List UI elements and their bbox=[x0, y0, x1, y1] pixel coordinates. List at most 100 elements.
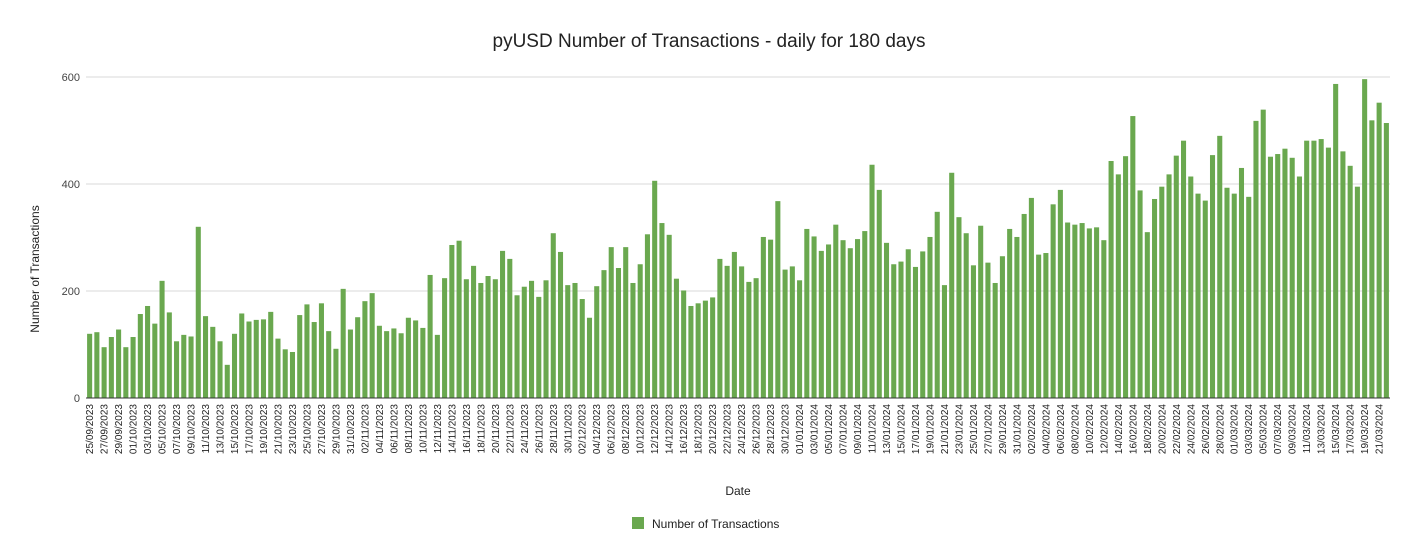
bar bbox=[1253, 120, 1259, 399]
x-tick-label: 27/10/2023 bbox=[317, 404, 328, 454]
x-tick-label: 08/02/2024 bbox=[1070, 404, 1081, 454]
bar bbox=[775, 201, 781, 398]
x-tick-label: 16/12/2023 bbox=[679, 404, 690, 454]
bar bbox=[1347, 165, 1353, 398]
bar bbox=[1354, 186, 1360, 398]
bar bbox=[601, 270, 607, 398]
bars bbox=[87, 79, 1389, 399]
x-tick-label: 29/01/2024 bbox=[998, 404, 1009, 454]
legend-label: Number of Transactions bbox=[652, 517, 779, 531]
bar bbox=[137, 314, 143, 398]
bar bbox=[123, 347, 129, 398]
bar bbox=[789, 266, 795, 398]
bar bbox=[355, 317, 361, 398]
bar bbox=[217, 341, 223, 398]
bar bbox=[876, 189, 882, 398]
x-tick-label: 05/03/2024 bbox=[1259, 404, 1270, 454]
bar bbox=[347, 329, 353, 398]
bar bbox=[478, 282, 484, 398]
bar bbox=[637, 264, 643, 398]
x-tick-label: 21/03/2024 bbox=[1375, 404, 1386, 454]
bar bbox=[804, 228, 810, 398]
bar bbox=[94, 332, 100, 398]
bar bbox=[833, 224, 839, 398]
x-tick-label: 30/12/2023 bbox=[781, 404, 792, 454]
bar bbox=[883, 242, 890, 398]
x-tick-label: 03/03/2024 bbox=[1244, 404, 1255, 454]
x-tick-label: 19/10/2023 bbox=[259, 404, 270, 454]
bar bbox=[855, 239, 861, 398]
bar bbox=[1086, 228, 1092, 398]
bar bbox=[615, 268, 621, 398]
bar bbox=[695, 303, 701, 398]
bar bbox=[116, 329, 122, 398]
bar bbox=[1260, 109, 1266, 398]
bar bbox=[811, 236, 817, 398]
bar bbox=[1043, 253, 1049, 398]
bar bbox=[1304, 140, 1310, 399]
bar bbox=[297, 315, 303, 398]
bar bbox=[1115, 174, 1121, 398]
x-axis-title: Date bbox=[725, 484, 751, 498]
bar bbox=[934, 211, 940, 398]
x-tick-label: 25/10/2023 bbox=[302, 404, 313, 454]
x-tick-label: 11/10/2023 bbox=[201, 404, 212, 454]
bar bbox=[188, 336, 194, 398]
bar bbox=[1130, 116, 1136, 398]
bar bbox=[797, 280, 803, 398]
bar bbox=[239, 313, 245, 398]
x-tick-label: 18/02/2024 bbox=[1143, 404, 1154, 454]
x-tick-label: 07/01/2024 bbox=[839, 404, 850, 454]
bar bbox=[673, 278, 679, 398]
y-axis-ticks: 0 200 400 600 bbox=[62, 72, 80, 405]
bar bbox=[427, 274, 433, 398]
x-tick-label: 15/03/2024 bbox=[1331, 404, 1342, 454]
bar bbox=[565, 285, 571, 398]
bar bbox=[1028, 197, 1034, 398]
x-tick-label: 02/12/2023 bbox=[578, 404, 589, 454]
bar bbox=[159, 280, 165, 398]
bar bbox=[1079, 223, 1085, 398]
bar bbox=[384, 331, 390, 399]
bar bbox=[941, 285, 947, 398]
bar bbox=[1383, 123, 1389, 398]
chart-title: pyUSD Number of Transactions - daily for… bbox=[493, 31, 926, 52]
bar bbox=[920, 251, 926, 398]
bar bbox=[1108, 161, 1114, 398]
bar bbox=[253, 319, 259, 398]
bar bbox=[246, 321, 252, 398]
bar bbox=[818, 250, 824, 399]
bar bbox=[739, 266, 745, 398]
x-tick-label: 07/03/2024 bbox=[1273, 404, 1284, 454]
x-tick-label: 26/02/2024 bbox=[1201, 404, 1212, 454]
x-tick-label: 25/09/2023 bbox=[85, 404, 96, 454]
x-tick-label: 08/11/2023 bbox=[404, 404, 415, 454]
x-tick-label: 19/01/2024 bbox=[925, 404, 936, 454]
bar bbox=[956, 217, 962, 398]
bar bbox=[318, 303, 324, 398]
x-tick-label: 29/09/2023 bbox=[114, 404, 125, 454]
bar bbox=[1101, 240, 1107, 398]
x-tick-label: 26/12/2023 bbox=[752, 404, 763, 454]
bar bbox=[659, 223, 665, 398]
x-tick-label: 11/03/2024 bbox=[1302, 404, 1313, 454]
bar bbox=[275, 338, 281, 398]
bar bbox=[260, 319, 267, 398]
bar bbox=[869, 164, 875, 398]
bar bbox=[333, 348, 339, 398]
x-tick-label: 21/10/2023 bbox=[273, 404, 284, 454]
bar bbox=[1014, 236, 1020, 398]
bar bbox=[1362, 79, 1368, 398]
bar bbox=[174, 341, 180, 398]
bar bbox=[731, 251, 737, 398]
bar bbox=[326, 331, 332, 399]
x-tick-label: 15/10/2023 bbox=[230, 404, 241, 454]
bar bbox=[231, 333, 238, 398]
bar bbox=[717, 258, 723, 398]
x-tick-label: 06/12/2023 bbox=[607, 404, 618, 454]
bar bbox=[594, 286, 600, 398]
bar bbox=[449, 244, 455, 398]
bar bbox=[992, 282, 998, 398]
x-tick-label: 10/11/2023 bbox=[418, 404, 429, 454]
